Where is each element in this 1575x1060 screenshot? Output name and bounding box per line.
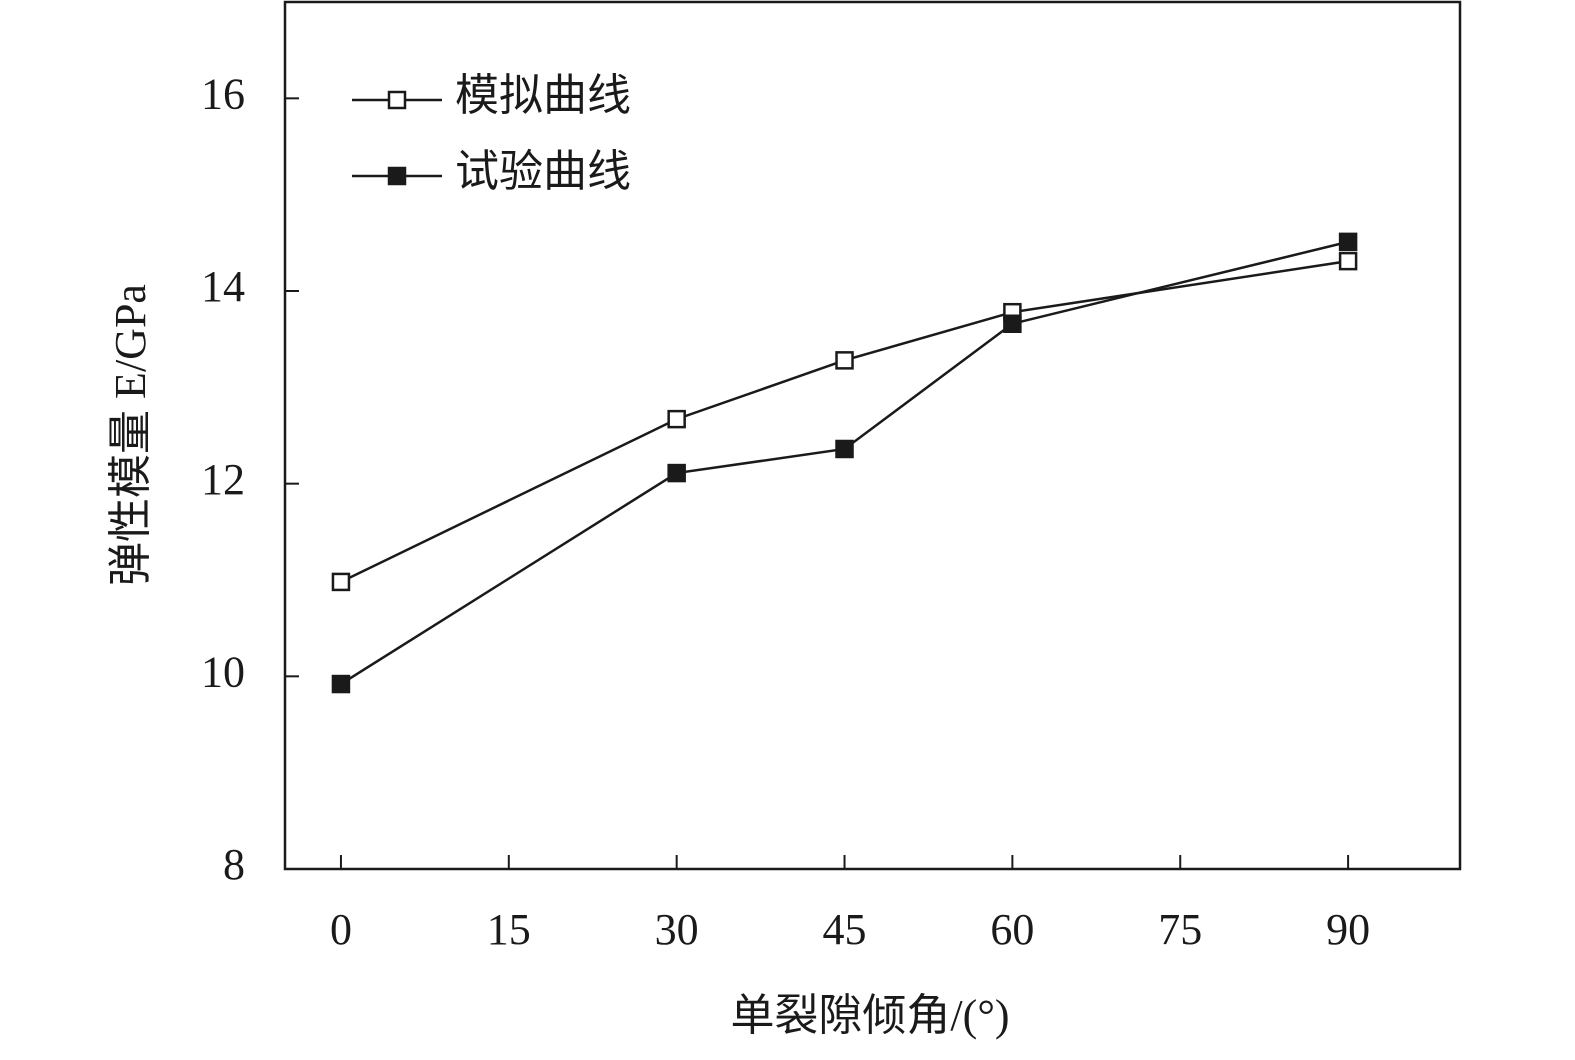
- legend-label: 模拟曲线: [455, 71, 631, 120]
- legend-marker: [387, 166, 407, 186]
- point: [667, 463, 686, 483]
- x-tick-label: 45: [823, 905, 867, 954]
- x-tick-label: 15: [487, 905, 531, 954]
- plot-frame: [283, 0, 1462, 871]
- legend-marker: [387, 90, 407, 110]
- y-tick-label: 10: [201, 647, 245, 696]
- y-tick-label: 16: [201, 69, 245, 118]
- point: [1338, 232, 1358, 252]
- y-tick-label: 8: [223, 840, 245, 889]
- point: [1003, 314, 1022, 334]
- point: [331, 674, 351, 694]
- y-tick-label: 12: [201, 455, 245, 504]
- point: [1338, 251, 1358, 271]
- x-tick-label: 60: [990, 905, 1034, 954]
- x-tick-label: 0: [330, 905, 352, 954]
- point: [835, 439, 854, 459]
- point: [667, 409, 686, 429]
- series-line: [340, 259, 1349, 584]
- x-tick-label: 90: [1326, 905, 1370, 954]
- series-line: [340, 240, 1349, 686]
- point: [331, 572, 351, 592]
- x-tick-label: 30: [655, 905, 699, 954]
- point: [835, 351, 854, 370]
- x-axis-label: 单裂隙倾角/(°): [730, 991, 1009, 1040]
- y-tick-label: 14: [201, 262, 245, 311]
- y-axis-label: 弹性模量 E/GPa: [106, 284, 155, 586]
- x-tick-label: 75: [1158, 905, 1202, 954]
- legend-label: 试验曲线: [455, 147, 631, 196]
